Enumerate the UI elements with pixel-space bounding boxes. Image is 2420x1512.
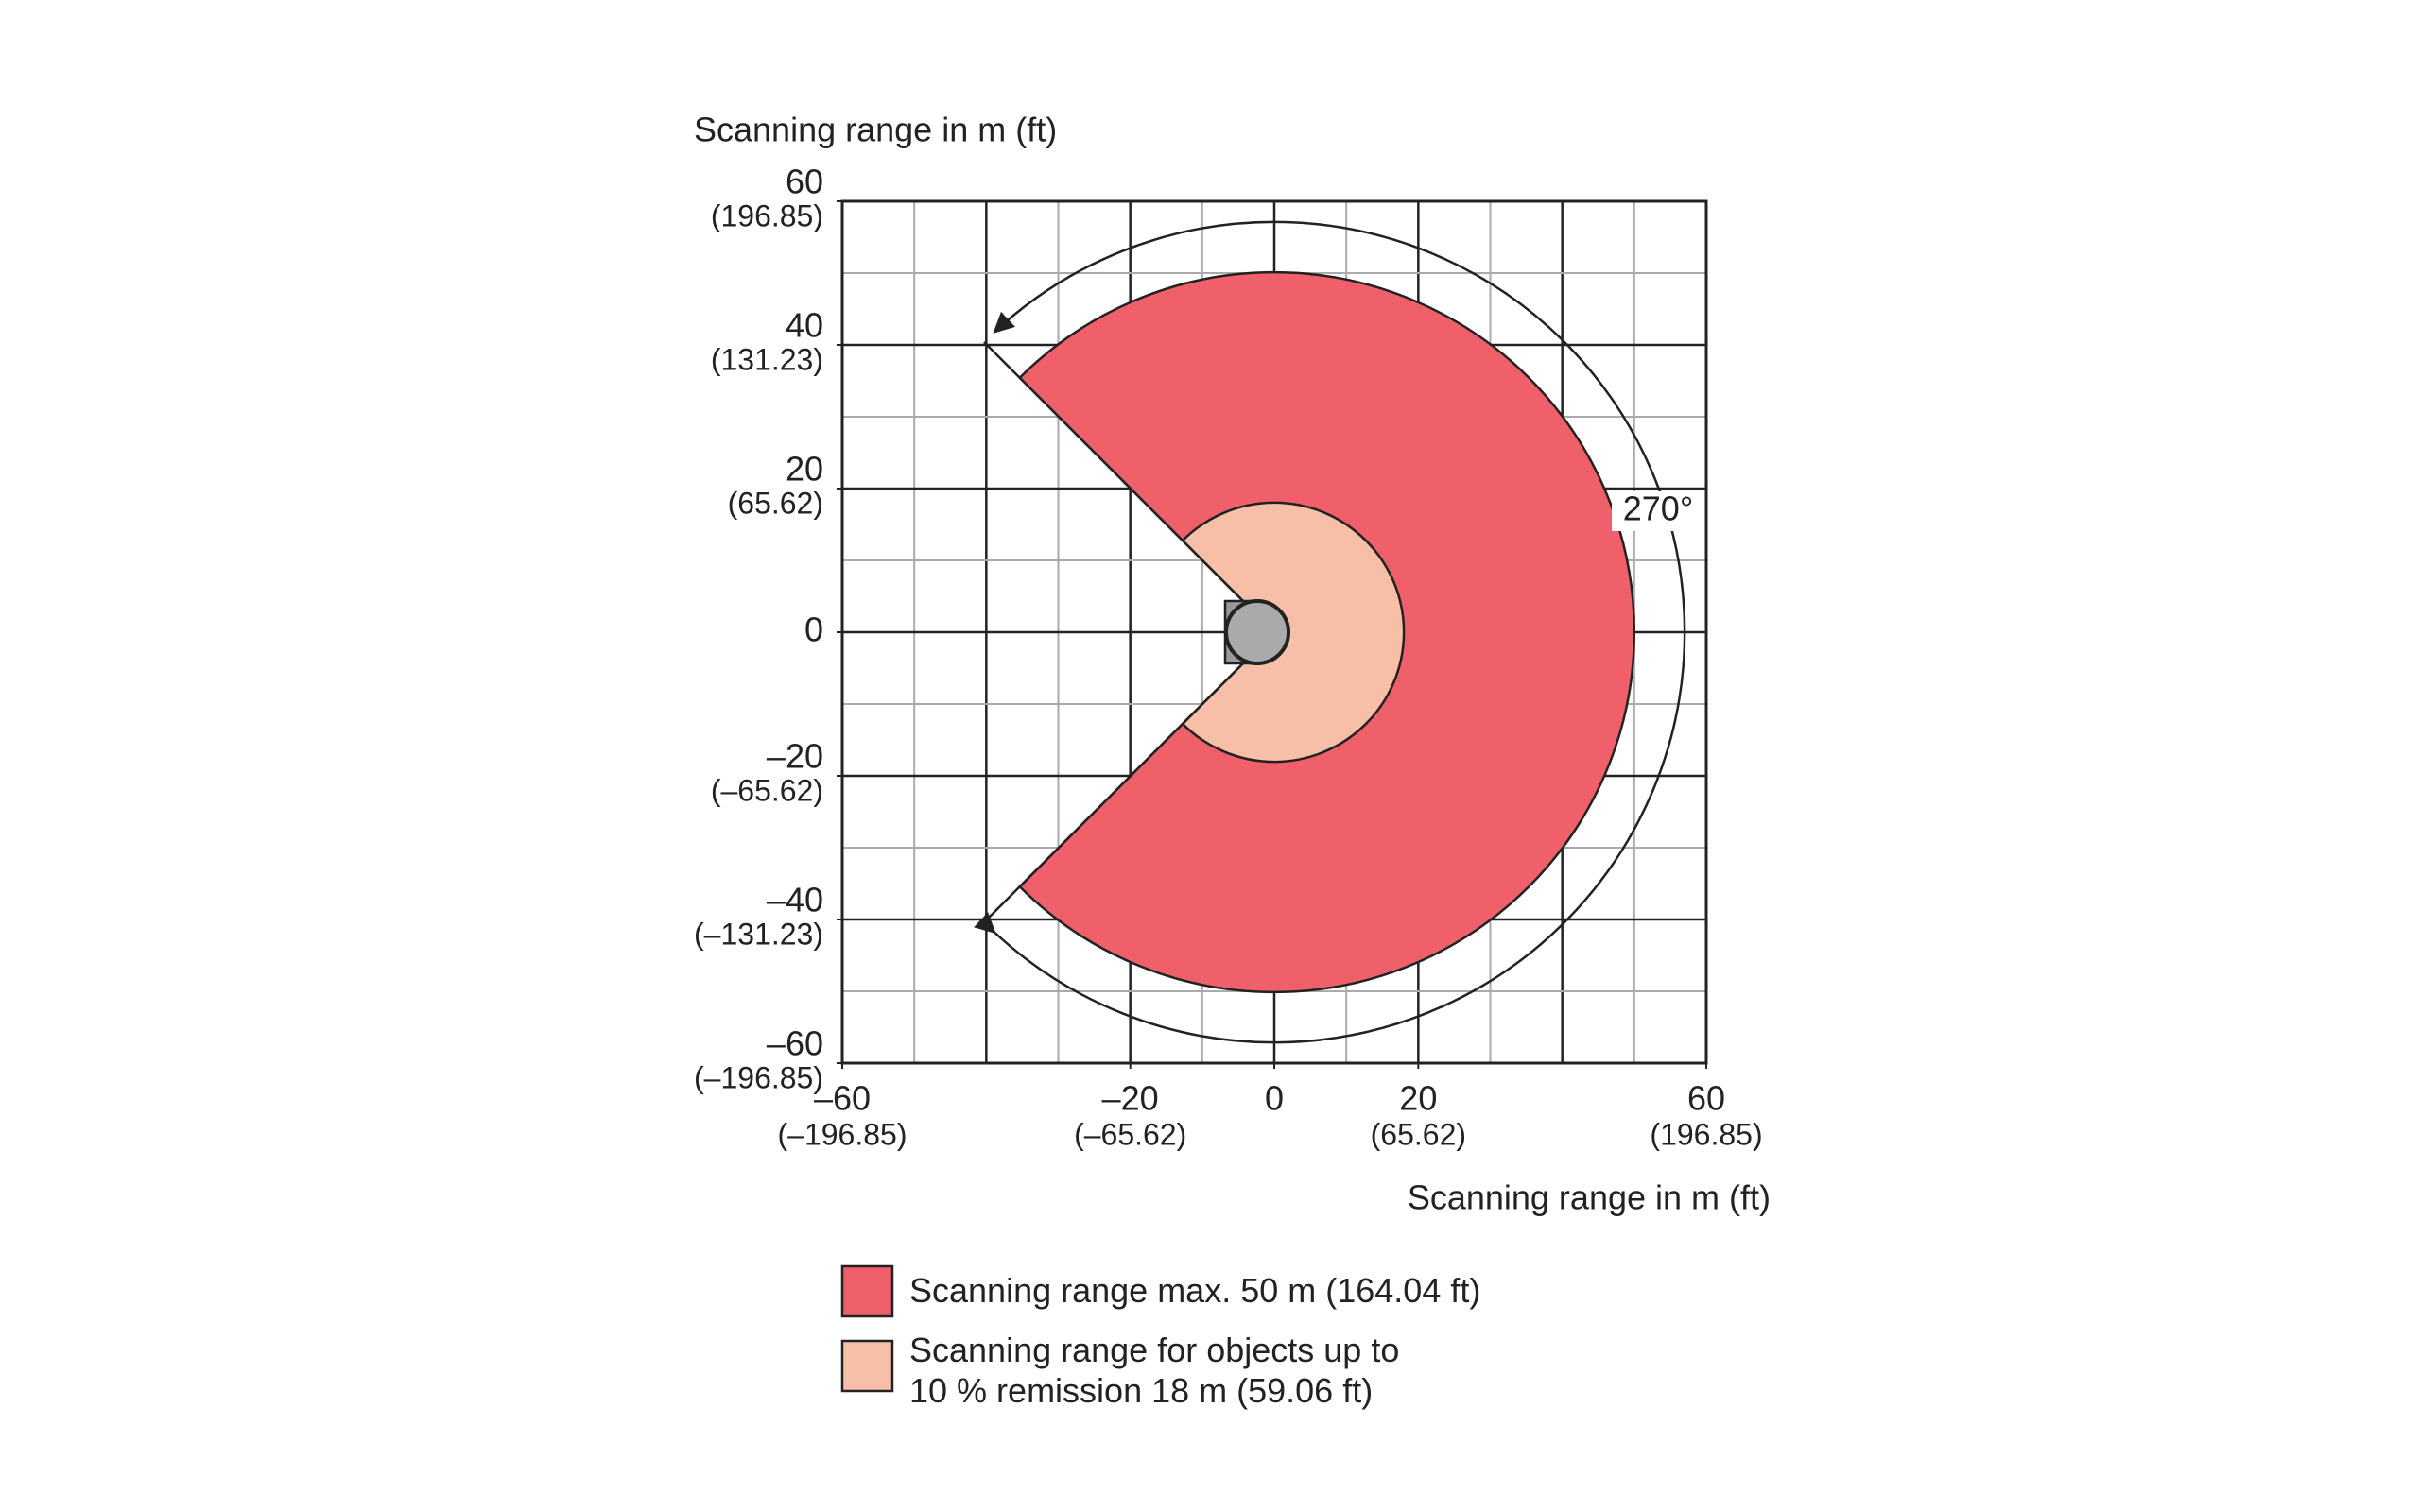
y-tick-label-ft: (–196.85) bbox=[694, 1060, 823, 1094]
y-tick-label-ft: (196.85) bbox=[711, 198, 823, 232]
scan-edge bbox=[983, 631, 1275, 923]
x-tick-label-ft: (196.85) bbox=[1650, 1117, 1762, 1151]
y-tick-label-ft: (131.23) bbox=[711, 342, 823, 376]
range-sector bbox=[1181, 501, 1406, 764]
y-tick-label: –40 bbox=[767, 881, 823, 919]
x-tick-label-ft: (–65.62) bbox=[1074, 1117, 1186, 1151]
y-tick-label: 20 bbox=[786, 450, 823, 489]
legend-swatch bbox=[840, 1339, 894, 1393]
scan-edge bbox=[983, 341, 1275, 633]
y-tick-label-ft: (65.62) bbox=[728, 486, 823, 520]
x-tick-label-ft: (65.62) bbox=[1371, 1117, 1466, 1151]
y-tick-label-ft: (–65.62) bbox=[711, 773, 823, 807]
y-tick-label: 60 bbox=[786, 163, 823, 201]
x-axis-title: Scanning range in m (ft) bbox=[1408, 1178, 1771, 1217]
legend-label: Scanning range for objects up to 10 % re… bbox=[909, 1331, 1400, 1410]
y-tick-label: –20 bbox=[767, 737, 823, 776]
angle-arc bbox=[974, 220, 1686, 1044]
legend-label: Scanning range max. 50 m (164.04 ft) bbox=[909, 1271, 1481, 1310]
legend-swatch bbox=[840, 1264, 894, 1318]
y-tick-label: 0 bbox=[804, 610, 823, 649]
x-tick-label: –20 bbox=[1102, 1079, 1159, 1118]
x-tick-label: 0 bbox=[1265, 1079, 1284, 1118]
y-axis-title: Scanning range in m (ft) bbox=[694, 111, 1057, 149]
x-tick-label: –60 bbox=[814, 1079, 871, 1118]
x-tick-label: 20 bbox=[1399, 1079, 1437, 1118]
angle-label-bg bbox=[1612, 491, 1704, 531]
x-tick-label: 60 bbox=[1687, 1079, 1725, 1118]
sensor bbox=[1224, 599, 1290, 665]
y-tick-label-ft: (–131.23) bbox=[694, 917, 823, 951]
x-tick-label-ft: (–196.85) bbox=[778, 1117, 908, 1151]
y-tick-label: –60 bbox=[767, 1024, 823, 1063]
y-tick-label: 40 bbox=[786, 306, 823, 345]
angle-label: 270° bbox=[1623, 490, 1693, 528]
